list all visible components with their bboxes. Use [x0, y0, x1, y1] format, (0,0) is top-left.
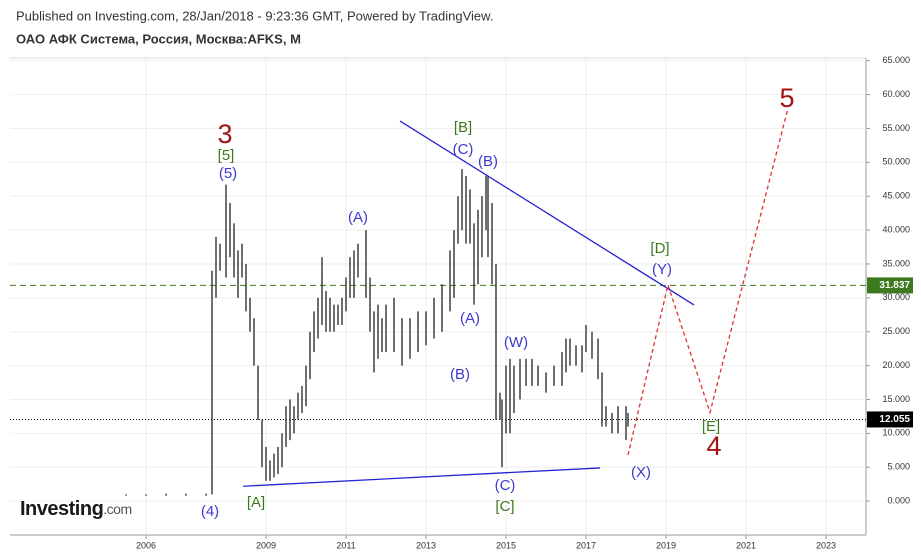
- trend-line: [243, 467, 601, 487]
- x-tick-label: 2019: [656, 540, 676, 550]
- projection-path: [627, 107, 789, 456]
- y-tick-label: 20.000: [882, 360, 910, 370]
- x-tick-label: 2017: [576, 540, 596, 550]
- y-tick-label: 65.000: [882, 55, 910, 65]
- y-tick-label: 10.000: [882, 428, 910, 438]
- wave-label: [D]: [650, 240, 669, 257]
- y-tick-label: 40.000: [882, 224, 910, 234]
- trend-line: [399, 120, 695, 306]
- wave-label: (B): [478, 153, 498, 170]
- x-tick-label: 2021: [736, 540, 756, 550]
- wave-label: [C]: [495, 498, 514, 515]
- wave-label: (C): [453, 141, 474, 158]
- level-label: 31.837: [879, 280, 910, 291]
- published-note: Published on Investing.com, 28/Jan/2018 …: [16, 8, 493, 23]
- wave-label: (A): [460, 310, 480, 327]
- wave-label: [B]: [454, 119, 472, 136]
- y-tick-label: 15.000: [882, 394, 910, 404]
- level-label: 12.055: [879, 414, 910, 425]
- x-tick-label: 2015: [496, 540, 516, 550]
- wave-label: (B): [450, 366, 470, 383]
- y-tick-label: 60.000: [882, 89, 910, 99]
- y-tick-label: 45.000: [882, 191, 910, 201]
- wave-label: (Y): [652, 261, 672, 278]
- logo-brand: Investing: [20, 498, 103, 520]
- wave-label: [5]: [218, 147, 235, 164]
- y-tick-label: 50.000: [882, 157, 910, 167]
- wave-label: [A]: [247, 494, 265, 511]
- logo-suffix: .com: [103, 501, 131, 517]
- wave-label: (X): [631, 464, 651, 481]
- wave-label: (4): [201, 503, 219, 520]
- x-tick-label: 2011: [336, 540, 355, 550]
- y-tick-label: 5.000: [887, 462, 910, 472]
- wave-label: (A): [348, 209, 368, 226]
- y-tick-label: 55.000: [882, 123, 910, 133]
- wave-label: (5): [219, 165, 237, 182]
- wave-label: (W): [504, 334, 528, 351]
- level-tag: [867, 411, 913, 428]
- x-tick-label: 2013: [416, 540, 436, 550]
- wave-label: (C): [495, 477, 516, 494]
- x-tick-label: 2006: [136, 540, 156, 550]
- wave-label: 3: [217, 119, 232, 149]
- x-tick-label: 2009: [256, 540, 276, 550]
- wave-label: [E]: [702, 418, 720, 435]
- y-tick-label: 35.000: [882, 258, 910, 268]
- level-tag: [867, 277, 913, 294]
- y-tick-label: 30.000: [882, 292, 910, 302]
- y-tick-label: 25.000: [882, 326, 910, 336]
- chart-title: ОАО АФК Система, Россия, Москва:AFKS, M: [16, 31, 301, 46]
- wave-label: 5: [779, 83, 794, 113]
- y-tick-label: 0.000: [887, 495, 910, 505]
- logo: Investing.com: [20, 498, 132, 520]
- x-tick-label: 2023: [816, 540, 836, 550]
- wave-label: 4: [706, 431, 721, 461]
